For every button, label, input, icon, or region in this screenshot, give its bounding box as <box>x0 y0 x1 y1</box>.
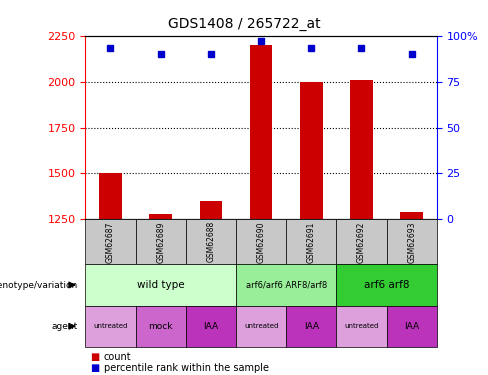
Text: mock: mock <box>148 322 173 331</box>
Text: IAA: IAA <box>404 322 419 331</box>
Text: genotype/variation: genotype/variation <box>0 280 78 290</box>
Text: IAA: IAA <box>304 322 319 331</box>
Text: GSM62693: GSM62693 <box>407 221 416 262</box>
Text: untreated: untreated <box>344 323 379 329</box>
Bar <box>300 82 323 219</box>
Bar <box>149 214 172 219</box>
Text: agent: agent <box>52 322 78 331</box>
Text: percentile rank within the sample: percentile rank within the sample <box>104 363 269 373</box>
Text: GSM62687: GSM62687 <box>106 221 115 262</box>
Text: GSM62690: GSM62690 <box>257 221 265 262</box>
Bar <box>250 45 272 219</box>
Text: wild type: wild type <box>137 280 184 290</box>
Bar <box>350 80 373 219</box>
Text: GSM62688: GSM62688 <box>206 221 215 262</box>
Text: ■: ■ <box>90 352 100 362</box>
Text: GSM62691: GSM62691 <box>307 221 316 262</box>
Text: GSM62692: GSM62692 <box>357 221 366 262</box>
Bar <box>99 173 122 219</box>
Text: arf6/arf6 ARF8/arf8: arf6/arf6 ARF8/arf8 <box>245 280 327 290</box>
Text: GDS1408 / 265722_at: GDS1408 / 265722_at <box>168 17 320 31</box>
Text: IAA: IAA <box>203 322 219 331</box>
Text: GSM62689: GSM62689 <box>156 221 165 262</box>
Text: ■: ■ <box>90 363 100 373</box>
Text: untreated: untreated <box>244 323 278 329</box>
Bar <box>200 201 222 219</box>
Text: count: count <box>104 352 132 362</box>
Bar <box>400 212 423 219</box>
Text: arf6 arf8: arf6 arf8 <box>364 280 409 290</box>
Text: untreated: untreated <box>93 323 128 329</box>
